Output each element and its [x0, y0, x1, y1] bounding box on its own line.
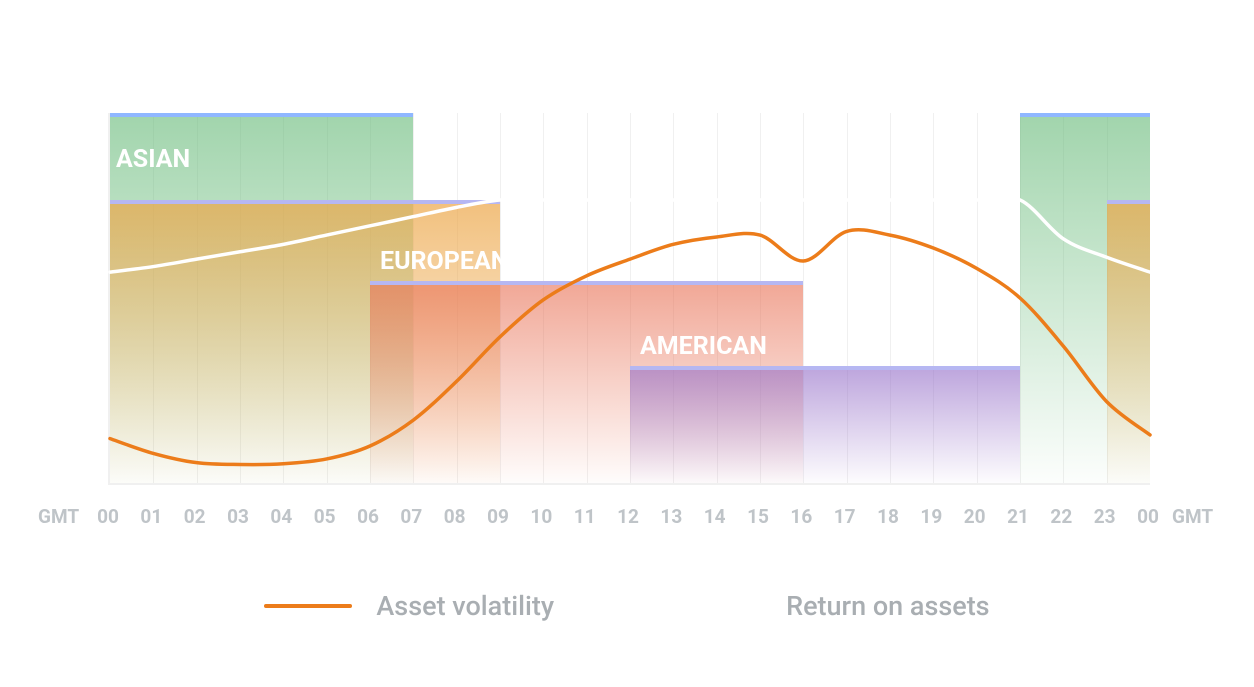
- chart-lines-layer: [110, 113, 1150, 483]
- legend-swatch: [264, 604, 352, 608]
- x-tick-label: 05: [314, 505, 336, 528]
- x-tick-label: 12: [617, 505, 639, 528]
- x-axis-cap-right: GMT: [1172, 505, 1213, 528]
- x-tick-label: 07: [400, 505, 422, 528]
- legend-item-return: Return on assets: [674, 590, 990, 622]
- x-tick-label: 01: [140, 505, 162, 528]
- x-tick-label: 13: [660, 505, 682, 528]
- legend-swatch: [674, 604, 762, 608]
- x-tick-label: 19: [920, 505, 942, 528]
- x-tick-label: 03: [227, 505, 249, 528]
- x-tick-label: 23: [1094, 505, 1116, 528]
- x-tick-label: 10: [530, 505, 552, 528]
- chart-plot-area: ASIANEUROPEANAMERICAN: [108, 113, 1150, 485]
- x-tick-label: 18: [877, 505, 899, 528]
- x-tick-label: 17: [834, 505, 856, 528]
- x-tick-label: 20: [964, 505, 986, 528]
- legend-item-volatility: Asset volatility: [264, 590, 554, 622]
- x-tick-label: 21: [1007, 505, 1029, 528]
- x-tick-label: 15: [747, 505, 769, 528]
- legend: Asset volatility Return on assets: [0, 590, 1254, 622]
- legend-label: Return on assets: [786, 590, 990, 622]
- x-tick-label: 06: [357, 505, 379, 528]
- x-tick-label: 11: [574, 505, 596, 528]
- x-tick-label: 16: [790, 505, 812, 528]
- legend-label: Asset volatility: [376, 590, 554, 622]
- x-tick-label: 09: [487, 505, 509, 528]
- x-tick-label: 00: [1137, 505, 1159, 528]
- x-tick-label: 22: [1050, 505, 1072, 528]
- x-tick-label: 14: [704, 505, 726, 528]
- x-tick-label: 02: [184, 505, 206, 528]
- x-axis-cap-left: GMT: [38, 505, 79, 528]
- x-tick-label: 08: [444, 505, 466, 528]
- x-tick-label: 04: [270, 505, 292, 528]
- series-asset-volatility: [110, 230, 1150, 465]
- x-tick-label: 00: [97, 505, 119, 528]
